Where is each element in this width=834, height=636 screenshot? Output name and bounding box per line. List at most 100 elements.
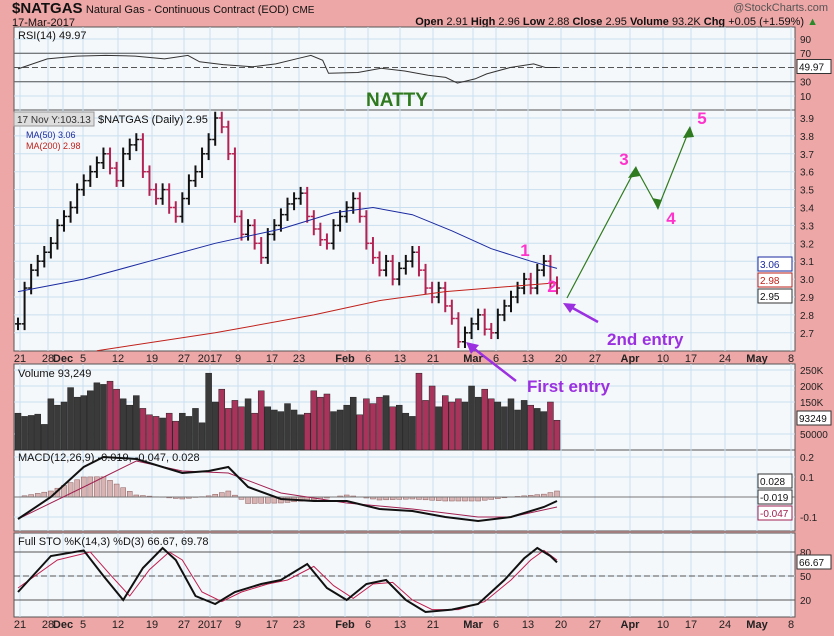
second-entry-label: 2nd entry <box>607 330 684 349</box>
macd-tick-label: 0.2 <box>800 453 814 464</box>
macd-histogram-bar <box>120 487 126 498</box>
x-tick-label: 23 <box>293 619 305 631</box>
volume-bar <box>133 395 140 451</box>
x-tick-label: 13 <box>394 619 406 631</box>
macd-tick-label: 0.1 <box>800 473 814 484</box>
macd-legend: MACD(12,26,9) -0.019, -0.047, 0.028 <box>18 452 200 464</box>
price-tick-label: 2.9 <box>800 293 814 304</box>
arrow-head-icon <box>652 198 662 210</box>
volume-bar <box>389 406 396 451</box>
ohlc-summary: Open 2.91 High 2.96 Low 2.88 Close 2.95 … <box>415 16 818 28</box>
x-tick-label: 27 <box>589 619 601 631</box>
low-label: Low <box>522 16 545 28</box>
chg-value: +0.05 (+1.59%) <box>728 16 805 28</box>
volume-bar <box>41 424 48 451</box>
rsi-tick-label: 90 <box>800 35 812 46</box>
x-tick-label: 6 <box>493 353 499 365</box>
volume-bar <box>205 372 212 451</box>
x-tick-label: 24 <box>719 619 731 631</box>
volume-bar <box>271 409 278 451</box>
volume-bar <box>317 396 324 451</box>
exchange: CME <box>292 5 315 16</box>
volume-bar <box>527 404 534 451</box>
price-legend: $NATGAS (Daily) 2.95 <box>98 114 208 126</box>
sto-value-tag: 66.67 <box>799 558 824 569</box>
x-tick-label: 10 <box>657 353 669 365</box>
volume-bar <box>297 414 304 451</box>
x-tick-label: 27 <box>178 619 190 631</box>
sto-tick-label: 80 <box>800 548 812 559</box>
price-tick-label: 3.0 <box>800 275 814 286</box>
x-tick-label: 10 <box>657 619 669 631</box>
x-tick-label: 17 <box>685 353 697 365</box>
chart-header: $NATGAS Natural Gas - Continuous Contrac… <box>12 0 314 17</box>
low-value: 2.88 <box>547 16 570 28</box>
volume-bar <box>34 413 41 451</box>
volume-bar <box>534 408 541 451</box>
wave-label-w2: 2 <box>547 277 556 296</box>
watermark: @StockCharts.com <box>733 2 828 14</box>
wave-label-w5: 5 <box>697 109 706 128</box>
volume-tick-label: 250K <box>800 366 824 377</box>
volume-bar <box>225 408 232 451</box>
price-tick-label: 3.8 <box>800 132 814 143</box>
volume-bar <box>231 400 239 451</box>
volume-bar <box>468 385 475 451</box>
volume-bar <box>343 404 350 451</box>
volume-bar <box>80 395 87 451</box>
volume-tick-label: 200K <box>800 382 824 393</box>
macd-histogram-bar <box>258 496 264 504</box>
sto-k-line <box>17 546 558 614</box>
macd-histogram-bar <box>219 492 225 498</box>
x-tick-label: 12 <box>112 619 124 631</box>
natty-title: NATTY <box>366 90 428 111</box>
volume-bar <box>152 416 160 451</box>
x-tick-label: 5 <box>80 353 86 365</box>
macd-histogram-bar <box>74 479 80 498</box>
second-entry-arrow <box>568 304 599 324</box>
x-tick-label: May <box>746 353 768 365</box>
macd-histogram-bar <box>34 493 41 498</box>
ma50-legend: MA(50) 3.06 <box>26 130 76 140</box>
macd-histogram-bar <box>442 496 449 502</box>
volume-bar <box>100 384 107 451</box>
volume-bar <box>14 412 22 451</box>
chg-label: Chg <box>703 16 726 28</box>
rsi-value-tag-box <box>796 58 832 74</box>
macd-histogram-bar <box>100 476 107 498</box>
macd-hist-tag-box <box>757 473 793 489</box>
macd-histogram-bar <box>475 496 481 502</box>
volume-bar <box>520 400 528 451</box>
rsi-tick-label: 30 <box>800 78 812 89</box>
x-tick-label: Feb <box>335 619 355 631</box>
x-tick-label: 5 <box>80 619 86 631</box>
macd-line <box>17 455 558 523</box>
volume-bar <box>159 417 166 451</box>
open-label: Open <box>415 16 444 28</box>
x-tick-label: 21 <box>427 619 439 631</box>
x-tick-label: May <box>746 619 768 631</box>
rsi-line <box>17 54 557 84</box>
volume-bar <box>73 396 81 451</box>
wave-label-w1: 1 <box>520 241 529 260</box>
macd-histogram-bar <box>113 483 120 498</box>
x-tick-label: 27 <box>178 353 190 365</box>
volume-bar <box>369 403 377 451</box>
volume-bar <box>540 411 548 451</box>
x-tick-label: 13 <box>522 619 534 631</box>
volume-bar <box>238 406 245 451</box>
volume-bar <box>448 401 456 451</box>
volume-bar <box>60 401 68 451</box>
symbol: $NATGAS <box>12 0 83 17</box>
projection-arrow-path <box>566 127 691 299</box>
x-tick-label: 9 <box>235 353 241 365</box>
price-tick-label: 3.1 <box>800 257 814 268</box>
rsi-value-tag: 49.97 <box>799 62 824 73</box>
x-tick-label: Mar <box>463 619 483 631</box>
tooltip: 17 Nov Y:103.13 <box>17 115 91 126</box>
price-tick-label: 3.7 <box>800 150 814 161</box>
volume-bar <box>330 411 337 451</box>
volume-bar <box>179 412 186 451</box>
macd-histogram-bar <box>126 491 133 498</box>
